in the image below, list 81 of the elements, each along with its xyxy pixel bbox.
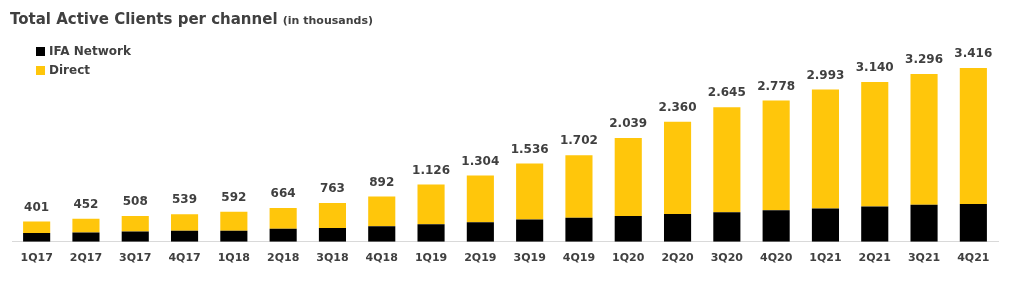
bar: [713, 107, 741, 213]
x-tick-label: 1Q18: [217, 251, 251, 265]
x-tick-label: 2Q20: [661, 251, 695, 265]
bar: [269, 228, 297, 242]
annotation: 508: [122, 194, 148, 209]
annotation: 1.702: [559, 133, 598, 148]
bar: [762, 100, 790, 211]
x-tick-label: 4Q19: [562, 251, 596, 265]
annotation: 401: [24, 199, 50, 214]
x-tick-label: 1Q20: [612, 251, 645, 265]
bar: [614, 215, 642, 242]
bar: [368, 196, 396, 227]
bar: [516, 163, 544, 220]
bar: [368, 226, 396, 242]
x-tick-label: 2Q19: [464, 251, 497, 265]
legend-label: Direct: [49, 63, 90, 77]
x-tick-label: 2Q18: [266, 251, 300, 265]
annotation: 452: [73, 196, 99, 211]
bar: [72, 232, 100, 242]
annotation: 2.993: [806, 67, 845, 82]
bar: [170, 214, 199, 231]
bar: [417, 224, 445, 242]
annotation: 539: [172, 192, 198, 207]
bar: [663, 213, 692, 242]
bar: [713, 212, 741, 242]
annotation: 892: [369, 174, 395, 189]
bar: [861, 82, 889, 207]
bar: [23, 221, 51, 234]
chart-title: Total Active Clients per channel: [10, 10, 278, 28]
annotation: 2.360: [658, 99, 697, 114]
bar: [318, 203, 347, 228]
x-tick-label: 3Q18: [316, 251, 349, 265]
x-tick-label: 3Q19: [513, 251, 546, 265]
x-tick-label: 2Q21: [858, 251, 891, 265]
annotation: 1.304: [461, 153, 500, 168]
bar: [762, 210, 790, 242]
bar: [318, 227, 347, 242]
annotation: 1.126: [412, 162, 451, 177]
bar: [121, 215, 149, 232]
annotation: 2.778: [757, 78, 796, 93]
x-tick-label: 1Q19: [414, 251, 448, 265]
x-tick-label: 1Q21: [809, 251, 842, 265]
bar: [72, 218, 100, 233]
bar: [910, 204, 938, 242]
bar: [910, 74, 938, 205]
bar: [811, 208, 840, 242]
bar: [565, 217, 593, 242]
annotation: 592: [221, 189, 247, 204]
bar: [466, 222, 494, 242]
x-tick-label: 2Q17: [69, 251, 103, 265]
bar: [565, 155, 593, 218]
x-tick-label: 3Q17: [119, 251, 152, 265]
annotation: 664: [270, 186, 296, 201]
bar: [516, 219, 544, 242]
bar: [466, 175, 494, 223]
bar: [663, 121, 692, 214]
annotation: 1.536: [510, 141, 549, 156]
x-tick-label: 4Q20: [759, 251, 793, 265]
annotation: 2.039: [609, 116, 648, 131]
annotation: 3.296: [905, 52, 944, 67]
bar: [959, 68, 987, 204]
x-tick-label: 3Q21: [907, 251, 941, 265]
x-tick-label: 4Q18: [365, 251, 398, 265]
legend-label: IFA Network: [49, 44, 131, 58]
x-tick-label: 4Q17: [168, 251, 201, 265]
chart-subtitle: (in thousands): [282, 14, 373, 27]
bar: [614, 138, 642, 216]
bar: [417, 184, 445, 225]
bar: [861, 206, 889, 242]
annotation: 3.140: [855, 60, 894, 75]
bar: [269, 208, 297, 229]
x-tick-label: 1Q17: [20, 251, 53, 265]
annotation: 2.645: [707, 85, 746, 100]
bar: [220, 211, 248, 231]
bar: [23, 233, 51, 242]
annotation: 763: [319, 181, 345, 196]
x-tick-label: 4Q21: [957, 251, 990, 265]
x-tick-label: 3Q20: [710, 251, 744, 265]
bar: [811, 89, 840, 209]
annotation: 3.416: [954, 46, 993, 61]
bar: [959, 203, 987, 242]
